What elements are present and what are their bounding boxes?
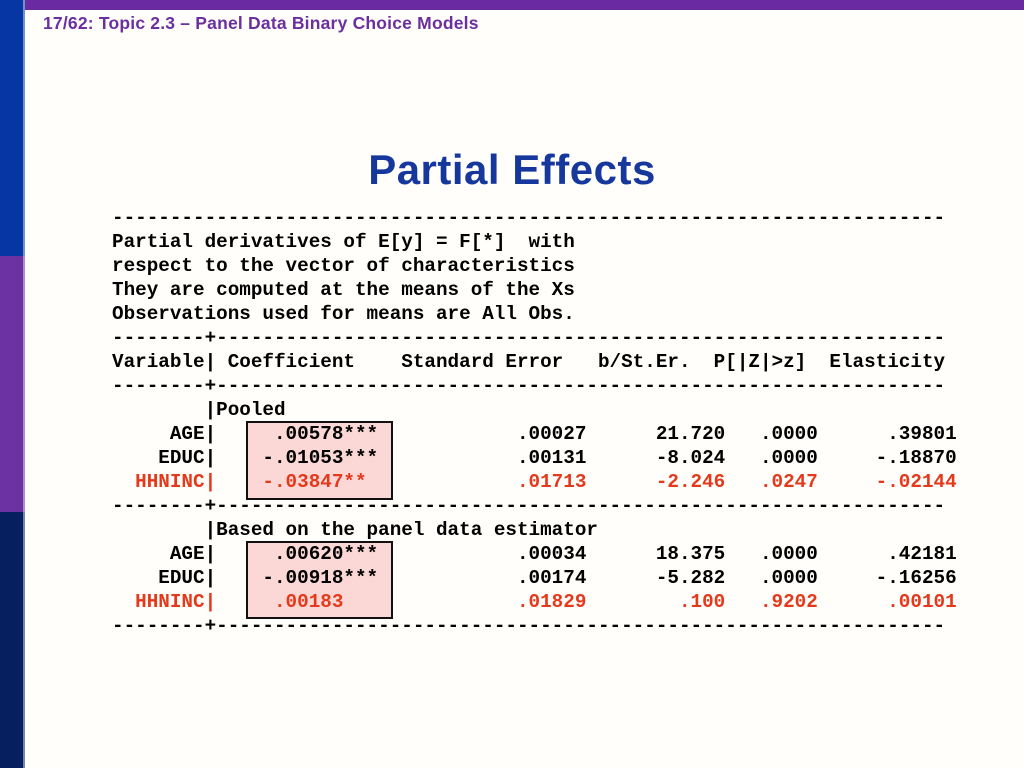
listing-line: |Pooled: [112, 399, 286, 421]
top-accent-bar: [25, 0, 1024, 10]
slide-header: 17/62: Topic 2.3 – Panel Data Binary Cho…: [43, 13, 479, 33]
sidebar-segment-purple: [0, 256, 25, 512]
listing-line: Partial derivatives of E[y] = F[*] with: [112, 231, 575, 253]
listing-line: respect to the vector of characteristics: [112, 255, 575, 277]
listing-line: --------+-------------------------------…: [112, 495, 946, 517]
listing-line: Observations used for means are All Obs.: [112, 303, 575, 325]
listing-line: EDUC| -.00918*** .00174 -5.282 .0000 -.1…: [112, 567, 957, 589]
coefficient-highlight-box-panel: [246, 541, 393, 619]
left-sidebar: [0, 0, 25, 768]
listing-line: They are computed at the means of the Xs: [112, 279, 575, 301]
listing-line: EDUC| -.01053*** .00131 -8.024 .0000 -.1…: [112, 447, 957, 469]
listing-line: --------+-------------------------------…: [112, 615, 946, 637]
listing-line: |Based on the panel data estimator: [112, 519, 598, 541]
listing-line: HHNINC| -.03847** .01713 -2.246 .0247 -.…: [112, 471, 957, 493]
sidebar-segment-blue: [0, 0, 25, 256]
page-title: Partial Effects: [368, 146, 656, 193]
coefficient-highlight-box-pooled: [246, 421, 393, 500]
listing-line: AGE| .00578*** .00027 21.720 .0000 .3980…: [112, 423, 957, 445]
listing-lines: ----------------------------------------…: [112, 206, 992, 638]
listing-line: --------+-------------------------------…: [112, 375, 946, 397]
listing-line: HHNINC| .00183 .01829 .100 .9202 .00101: [112, 591, 957, 613]
output-listing: ----------------------------------------…: [112, 206, 992, 638]
listing-line: Variable| Coefficient Standard Error b/S…: [112, 351, 946, 373]
listing-line: --------+-------------------------------…: [112, 327, 946, 349]
listing-line: AGE| .00620*** .00034 18.375 .0000 .4218…: [112, 543, 957, 565]
sidebar-segment-navy: [0, 512, 25, 768]
listing-line: ----------------------------------------…: [112, 207, 946, 229]
